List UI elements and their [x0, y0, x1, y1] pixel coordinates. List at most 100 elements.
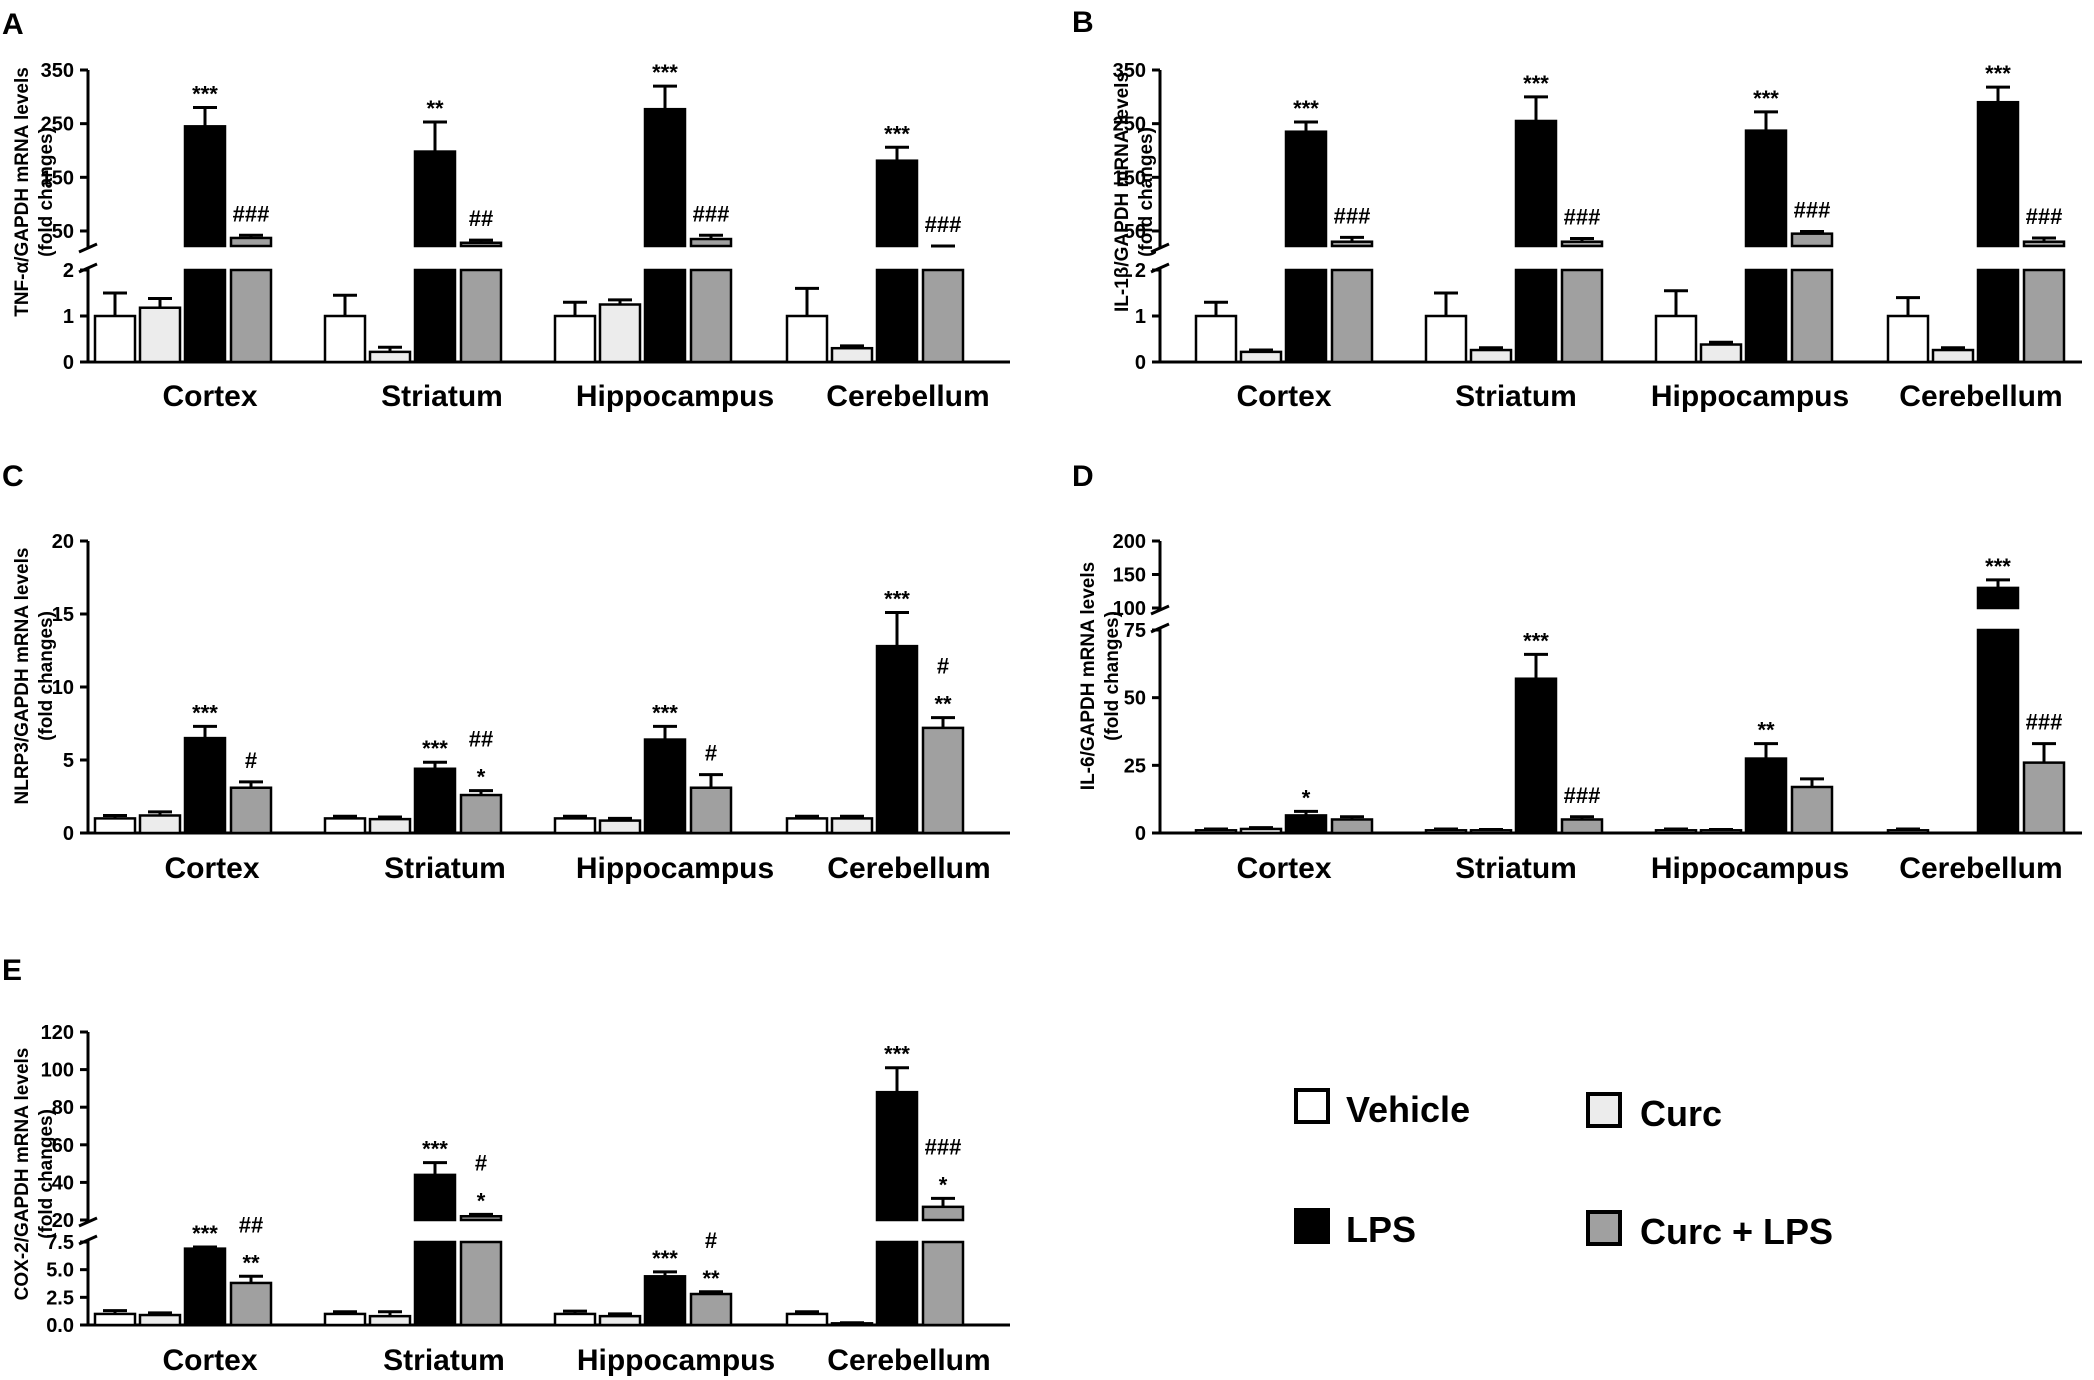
- panel-a-y-tick-label-0: 0: [63, 352, 74, 374]
- panel-e-annotation-lps-1-0: ***: [422, 1137, 448, 1162]
- panel-e-annotation-curc-lps-3-0: ###: [925, 1134, 962, 1159]
- panel-a-annotation-curc-lps-3-0: ###: [925, 212, 962, 237]
- panel-d-xlabel-cerebellum: Cerebellum: [1899, 852, 2062, 885]
- panel-b-xlabel-striatum: Striatum: [1455, 380, 1577, 413]
- panel-e-ylabel-line1: COX-2/GAPDH mRNA levels: [12, 1048, 33, 1301]
- panel-c-ylabel-line2: (fold changes): [36, 611, 57, 741]
- panel-a-y-tick-label-1: 1: [63, 306, 74, 328]
- panel-a-bar-curc-0: [138, 306, 182, 364]
- panel-b-xlabel-hippocampus: Hippocampus: [1651, 380, 1849, 413]
- panel-b-bar-lps-2: [1744, 129, 1788, 248]
- panel-a-bar-curc-1: [368, 350, 412, 364]
- panel-e-bar-curc-1: [368, 1314, 412, 1327]
- legend: Vehicle Curc LPS Curc + LPS: [1294, 1088, 1833, 1252]
- panel-a-bar-lps-1: [413, 150, 457, 248]
- panel-e-bar-curc-0: [138, 1313, 182, 1327]
- panel-a-annotation-lps-1-0: **: [426, 96, 444, 121]
- panel-d-bar-curc-lps-2: [1790, 785, 1834, 835]
- panel-b-bar-lps-3-lower: [1976, 268, 2020, 364]
- panel-e-annotation-lps-3-0: ***: [884, 1042, 910, 1067]
- panel-d-bar-lps-0: [1284, 814, 1328, 835]
- panel-d-bar-curc-lps-0: [1330, 818, 1374, 835]
- panel-c-ylabel-line1: NLRP3/GAPDH mRNA levels: [12, 548, 33, 805]
- panel-b-annotation-curc-lps-2-0: ###: [1794, 198, 1831, 223]
- panel-b-bar-lps-3: [1976, 100, 2020, 248]
- panel-c-xlabel-striatum: Striatum: [384, 852, 506, 885]
- panel-a-ylabel-line2: (fold changes): [36, 127, 57, 257]
- panel-c-bar-curc-lps-2: [689, 786, 733, 835]
- panel-b-axis-break-mark-upper: [1150, 242, 1170, 254]
- panel-a-annotation-curc-lps-1-0: ##: [469, 206, 493, 231]
- panel-e-bar-curc-lps-1: [459, 1214, 503, 1222]
- panel-e-bar-lps-1-lower: [413, 1240, 457, 1327]
- panel-e-annotation-curc-lps-3-1: *: [939, 1172, 948, 1197]
- panel-e-bar-vehicle-3: [785, 1312, 829, 1327]
- panel-a-annotation-curc-lps-2-0: ###: [693, 201, 730, 226]
- panel-d-bar-vehicle-2: [1654, 829, 1698, 835]
- panel-b-bar-lps-0: [1284, 130, 1328, 248]
- panel-b-bar-vehicle-0: [1194, 314, 1238, 364]
- panel-c-annotation-curc-lps-1-1: *: [477, 765, 486, 790]
- panel-e-bar-curc-lps-2: [689, 1292, 733, 1327]
- panel-d-y-tick-label-3: 75: [1124, 620, 1146, 642]
- legend-swatch-vehicle: [1294, 1088, 1330, 1124]
- panel-c-bar-curc-0: [138, 814, 182, 835]
- panel-b-y-tick-label-2: 2: [1135, 260, 1146, 282]
- panel-a-bar-lps-2: [643, 107, 687, 248]
- panel-a-bar-vehicle-2: [553, 314, 597, 364]
- panel-d-y-tick-label-1: 25: [1124, 755, 1146, 777]
- panel-b-bar-curc-1: [1469, 348, 1513, 364]
- panel-b-bar-lps-0-lower: [1284, 268, 1328, 364]
- panel-c-y-tick-label-4: 20: [52, 531, 74, 553]
- panel-d-y-tick-label-0: 0: [1135, 823, 1146, 845]
- panel-c-bar-vehicle-3: [785, 817, 829, 835]
- panel-d-ylabel-line1: IL-6/GAPDH mRNA levels: [1078, 562, 1099, 790]
- panel-a-bar-vehicle-3: [785, 314, 829, 364]
- panel-c-label: C: [2, 460, 24, 493]
- panel-a-xlabel-hippocampus: Hippocampus: [576, 380, 774, 413]
- panel-d-xlabel-hippocampus: Hippocampus: [1651, 852, 1849, 885]
- panel-c-annotation-lps-1-0: ***: [422, 736, 448, 761]
- panel-e-bar-curc-lps-3: [921, 1205, 965, 1222]
- panel-e-annotation-curc-lps-0-0: ##: [239, 1212, 263, 1237]
- panel-d-y-tick-label-2: 50: [1124, 688, 1146, 710]
- panel-e-y-tick-label-5: 40: [52, 1172, 74, 1194]
- panel-a-bar-curc-lps-1-lower: [459, 268, 503, 364]
- panel-b-y-tick-label-1: 1: [1135, 306, 1146, 328]
- panel-a-bar-lps-0-lower: [183, 268, 227, 364]
- panel-c-bar-curc-lps-3: [921, 726, 965, 835]
- legend-swatch-curc-lps: [1586, 1210, 1622, 1246]
- panel-e-label: E: [2, 954, 22, 987]
- panel-d-bar-curc-lps-1: [1560, 818, 1604, 835]
- panel-e-y-tick-label-6: 60: [52, 1135, 74, 1157]
- panel-c-bar-curc-2: [598, 819, 642, 835]
- panel-d-bar-vehicle-3: [1886, 829, 1930, 835]
- panel-e-bar-lps-3: [875, 1090, 919, 1222]
- panel-b-bar-curc-lps-2-lower: [1790, 268, 1834, 364]
- panel-a-bar-curc-lps-3-lower: [921, 268, 965, 364]
- panel-b-bar-curc-lps-0-lower: [1330, 268, 1374, 364]
- panel-e-xlabel-hippocampus: Hippocampus: [577, 1344, 775, 1377]
- panel-c-bar-vehicle-1: [323, 817, 367, 835]
- panel-a-xlabel-striatum: Striatum: [381, 380, 503, 413]
- panel-c-annotation-curc-lps-0-0: #: [245, 748, 257, 773]
- panel-b-bar-vehicle-2: [1654, 314, 1698, 364]
- panel-e-axis-break-mark-upper: [78, 1216, 98, 1228]
- panel-c-y-tick-label-2: 10: [52, 677, 74, 699]
- panel-d-bar-curc-1: [1469, 829, 1513, 835]
- panel-b-y-tick-label-0: 0: [1135, 352, 1146, 374]
- panel-c-bar-curc-lps-0: [229, 786, 273, 835]
- panel-a-annotation-lps-2-0: ***: [652, 60, 678, 85]
- panel-d-bar-curc-2: [1699, 829, 1743, 835]
- panel-a-bar-lps-0: [183, 125, 227, 248]
- panel-d-label: D: [1072, 460, 1094, 493]
- panel-b-xlabel-cortex: Cortex: [1236, 380, 1331, 413]
- panel-b-bar-lps-1-lower: [1514, 268, 1558, 364]
- panel-d-bar-vehicle-1: [1424, 829, 1468, 835]
- panel-a-bar-curc-lps-1: [459, 241, 503, 248]
- panel-e-bar-vehicle-1: [323, 1312, 367, 1327]
